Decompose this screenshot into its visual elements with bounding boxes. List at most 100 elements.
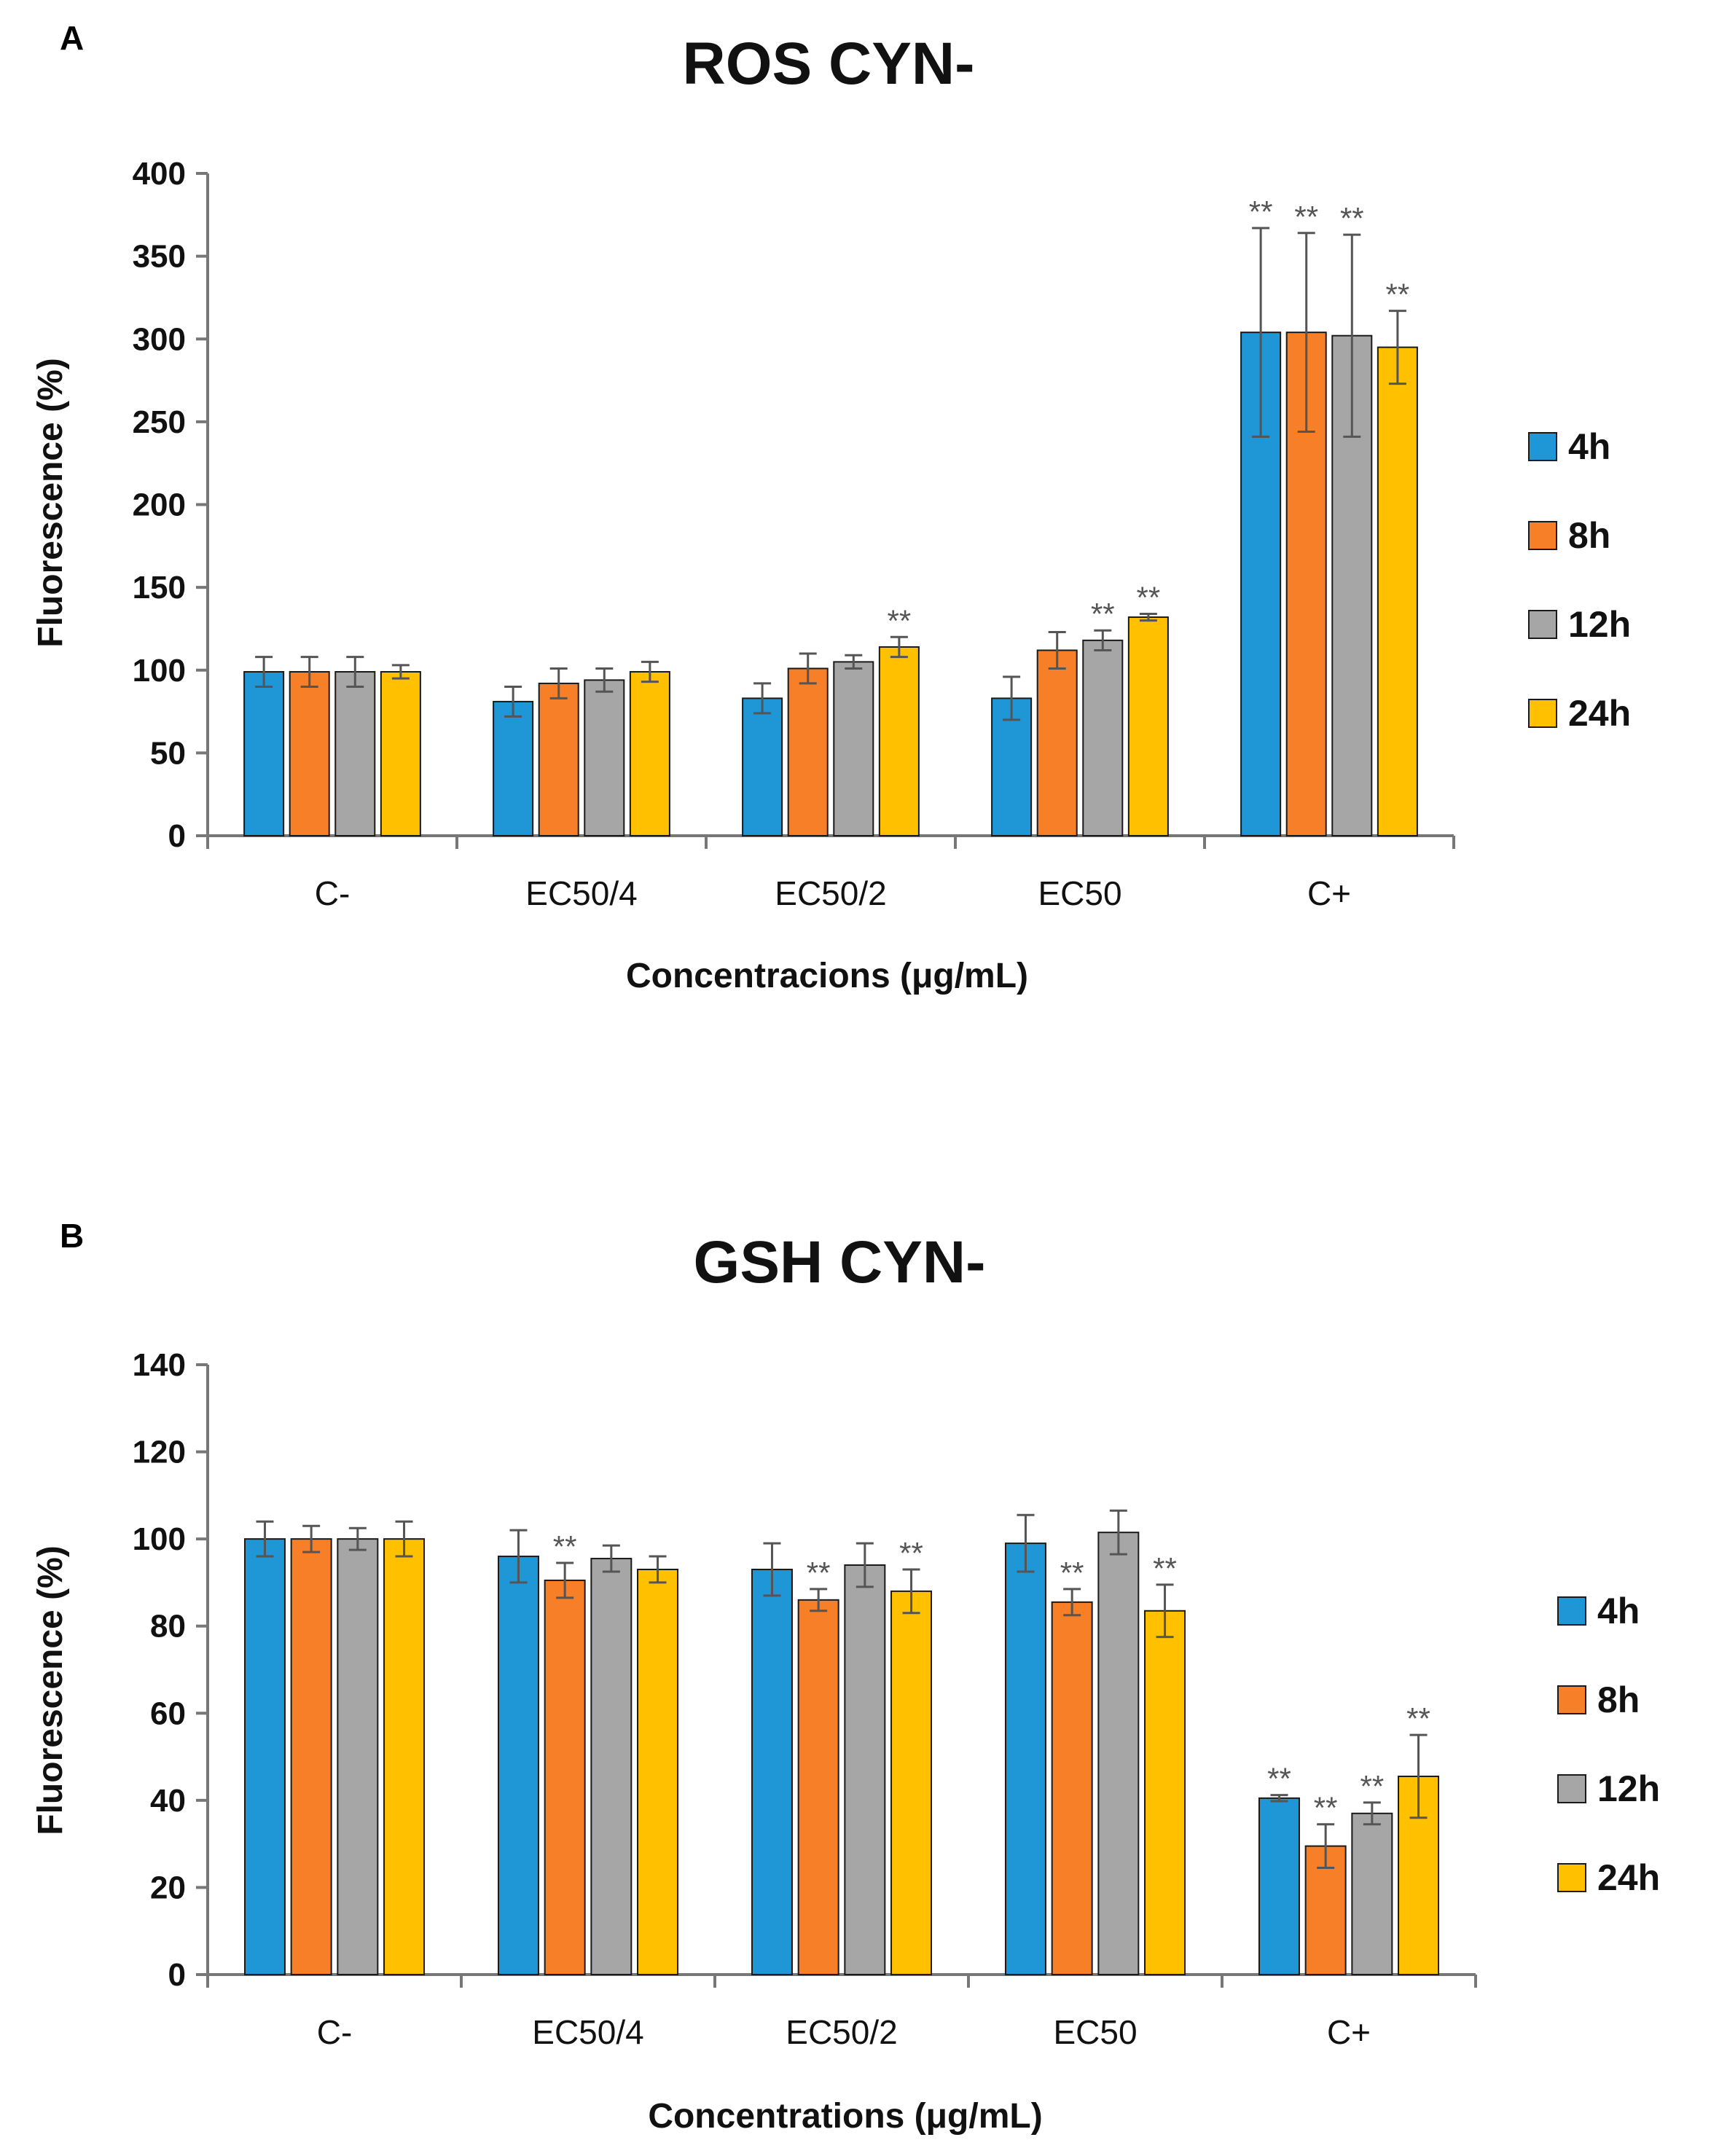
- panel-a-bar-8h: [1036, 649, 1078, 836]
- panel-a-y-tick-label: 0: [168, 818, 186, 854]
- panel-a-legend-swatch-8h: [1528, 521, 1557, 550]
- panel-b-y-tick-label: 80: [150, 1609, 186, 1645]
- panel-a-x-tick-label: EC50/4: [525, 874, 637, 912]
- panel-b-legend-label: 8h: [1597, 1679, 1640, 1720]
- panel-b-legend-label: 4h: [1597, 1591, 1640, 1631]
- panel-b-x-tick-label: EC50/4: [532, 2013, 643, 2051]
- panel-b-bar-8h: [290, 1538, 332, 1975]
- panel-b-y-tick-label: 120: [133, 1435, 186, 1470]
- panel-b-bar-8h: [1051, 1601, 1093, 1975]
- panel-b-title: GSH CYN-: [694, 1229, 986, 1295]
- panel-a-bar-24h: [629, 671, 670, 837]
- panel-a-x-tick-label: EC50: [1038, 874, 1121, 912]
- panel-b-y-tick-label: 140: [133, 1347, 186, 1383]
- panel-a-bar-24h: [1127, 616, 1169, 837]
- panel-b-x-axis-label: Concentrations (μg/mL): [648, 2097, 1042, 2136]
- panel-a-bar-4h: [243, 671, 285, 837]
- panel-b-bar-24h: [890, 1590, 933, 1975]
- panel-a-plot: 0 50 100 150 200 250 300 350 400 C- EC50/4 EC50/2 EC…: [133, 156, 1455, 912]
- panel-b-legend-label: 12h: [1597, 1768, 1660, 1809]
- panel-a-bar-24h: [1377, 346, 1418, 836]
- panel-b-x-tick-label: EC50/2: [786, 2013, 897, 2051]
- panel-a-bar-4h: [493, 700, 534, 836]
- panel-b-significance-mark: **: [807, 1556, 831, 1590]
- panel-b-significance-mark: **: [1314, 1791, 1338, 1825]
- panel-b-bar-24h: [383, 1538, 426, 1975]
- panel-a-y-tick-label: 250: [133, 404, 186, 440]
- panel-b-y-axis-label: Fluorescence (%): [31, 1545, 70, 1835]
- panel-b-bar-8h: [544, 1579, 586, 1975]
- panel-a-legend-label: 24h: [1568, 693, 1631, 734]
- panel-a-x-tick-label: C-: [315, 874, 351, 912]
- panel-b-y-tick-label: 20: [150, 1870, 186, 1905]
- panel-a-legend-label: 8h: [1568, 515, 1610, 556]
- panel-a-significance-mark: **: [1386, 278, 1410, 312]
- panel-b-significance-mark: **: [899, 1536, 923, 1570]
- panel-b-letter: B: [60, 1217, 84, 1255]
- panel-a-significance-mark: **: [1137, 580, 1161, 614]
- panel-a-y-tick-label: 400: [133, 156, 186, 192]
- panel-b-legend-label: 24h: [1597, 1857, 1660, 1898]
- panel-b-bar-8h: [797, 1599, 839, 1975]
- panel-b-significance-mark: **: [1267, 1762, 1291, 1796]
- panel-b-y-tick-label: 40: [150, 1783, 186, 1819]
- panel-b-bar-12h: [337, 1538, 379, 1975]
- panel-a-significance-mark: **: [888, 603, 912, 638]
- panel-b-bar-12h: [590, 1558, 633, 1975]
- panel-a-legend-label: 12h: [1568, 604, 1631, 645]
- panel-a-bar-4h: [991, 697, 1033, 836]
- panel-b-significance-mark: **: [1360, 1769, 1384, 1803]
- panel-a-bar-12h: [334, 671, 376, 837]
- panel-b-y-tick-label: 100: [133, 1521, 186, 1557]
- panel-b-plot: 0 20 40 60 80 100 120 140 C- EC50/4 EC50/2 EC50 C+ **…: [133, 1347, 1477, 2051]
- panel-b-significance-mark: **: [1060, 1556, 1084, 1590]
- panel-b-bar-12h: [844, 1564, 886, 1976]
- panel-b-bar-24h: [637, 1568, 679, 1976]
- panel-b-x-tick-label: EC50: [1053, 2013, 1137, 2051]
- panel-a-x-tick-label: C+: [1307, 874, 1351, 912]
- panel-a-y-tick-label: 150: [133, 570, 186, 605]
- panel-b-x-tick-label: C+: [1327, 2013, 1371, 2051]
- panel-a-bar-12h: [833, 661, 874, 837]
- panel-b-significance-mark: **: [553, 1529, 577, 1564]
- panel-a-y-axis-label: Fluorescence (%): [31, 358, 70, 647]
- panel-b-bar-12h: [1351, 1812, 1393, 1976]
- panel-a-significance-mark: **: [1249, 195, 1273, 229]
- panel-a-y-tick-label: 100: [133, 653, 186, 689]
- panel-b-significance-mark: **: [1153, 1551, 1177, 1585]
- panel-b-bar-24h: [1144, 1610, 1186, 1976]
- panel-b-legend-swatch-24h: [1557, 1863, 1586, 1892]
- panel-a-y-tick-label: 200: [133, 487, 186, 523]
- panel-a-bar-8h: [289, 671, 330, 837]
- panel-a-x-axis-label: Concentracions (μg/mL): [626, 957, 1028, 995]
- panel-b-legend-swatch-8h: [1557, 1685, 1586, 1714]
- panel-a-legend-swatch-24h: [1528, 699, 1557, 728]
- panel-b-bar-12h: [1097, 1532, 1140, 1976]
- panel-a-bar-8h: [538, 682, 579, 836]
- panel-a-bar-8h: [787, 667, 829, 836]
- panel-a-bar-12h: [584, 679, 625, 837]
- panel-a-legend-swatch-12h: [1528, 610, 1557, 639]
- panel-b-y-tick-label: 60: [150, 1696, 186, 1731]
- panel-a-bar-12h: [1082, 639, 1124, 836]
- panel-a-legend-label: 4h: [1568, 426, 1610, 467]
- panel-a-legend: 4h 8h 12h 24h: [1528, 426, 1631, 734]
- panel-b-bar-4h: [1004, 1542, 1046, 1975]
- panel-b-y-tick-label: 0: [168, 1957, 186, 1993]
- panel-b-legend-swatch-4h: [1557, 1596, 1586, 1626]
- panel-b-legend: 4h 8h 12h 24h: [1557, 1591, 1660, 1898]
- panel-a-title: ROS CYN-: [683, 31, 975, 97]
- panel-a-x-tick-label: EC50/2: [775, 874, 886, 912]
- panel-a-letter: A: [60, 19, 84, 57]
- panel-a-y-tick-label: 50: [150, 735, 186, 771]
- panel-b-bar-4h: [243, 1538, 286, 1975]
- panel-b-significance-mark: **: [1406, 1701, 1430, 1736]
- panel-a-y-tick-label: 300: [133, 321, 186, 357]
- panel-a-significance-mark: **: [1091, 597, 1115, 631]
- panel-a-significance-mark: **: [1340, 201, 1364, 235]
- panel-b-bar-4h: [497, 1556, 539, 1975]
- panel-a-y-tick-label: 350: [133, 239, 186, 275]
- panel-a-significance-mark: **: [1294, 200, 1318, 234]
- panel-a-bar-24h: [878, 646, 920, 836]
